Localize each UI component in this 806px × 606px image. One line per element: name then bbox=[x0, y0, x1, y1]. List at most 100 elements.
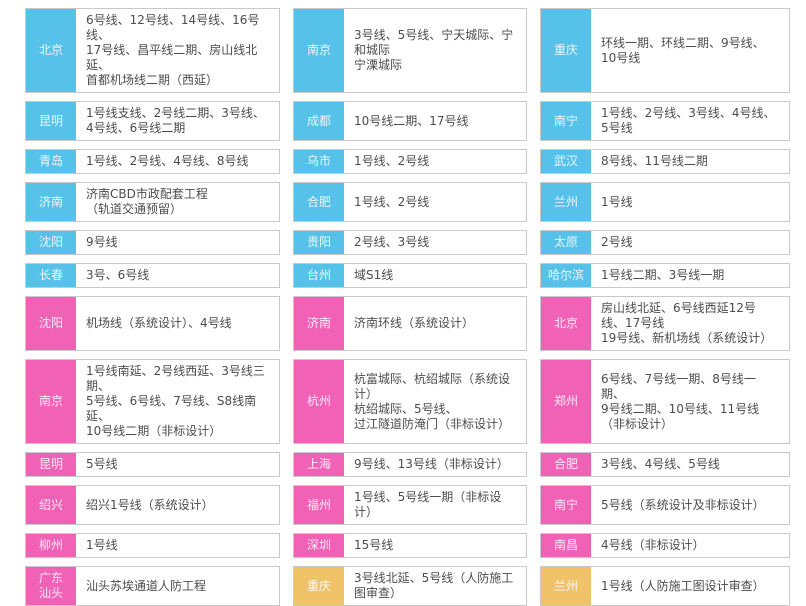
city-card-shenzhen-pink: 深圳 15号线 bbox=[293, 533, 527, 558]
city-lines: 1号线、5号线一期（非标设计） bbox=[354, 490, 502, 519]
city-card-lanzhou-yellow: 兰州 1号线（人防施工图设计审查） bbox=[540, 566, 790, 606]
city-card-hangzhou-pink: 杭州 杭富城际、杭绍城际（系统设计） 杭绍城际、5号线、 过江隧道防淹门（非标设计… bbox=[293, 359, 527, 444]
city-card-hefei-pink: 合肥 3号线、4号线、5号线 bbox=[540, 452, 790, 477]
city-lines: 3号线、5号线、宁天城际、宁和城际 宁溧城际 bbox=[354, 28, 514, 72]
city-lines: 汕头苏埃通道人防工程 bbox=[86, 578, 207, 593]
city-card-jinan-blue: 济南 济南CBD市政配套工程 （轨道交通预留） bbox=[25, 182, 280, 222]
city-label: 合肥 bbox=[294, 183, 344, 221]
city-lines: 4号线（非标设计） bbox=[601, 538, 705, 552]
city-lines: 8号线、11号线二期 bbox=[601, 154, 708, 168]
city-lines: 济南环线（系统设计） bbox=[354, 316, 475, 330]
city-card-nanjing-blue: 南京 3号线、5号线、宁天城际、宁和城际 宁溧城际 bbox=[293, 8, 527, 93]
city-label: 太原 bbox=[541, 231, 591, 254]
city-card-jinan-pink: 济南 济南环线（系统设计） bbox=[293, 296, 527, 351]
city-label: 合肥 bbox=[541, 453, 591, 476]
city-card-wuhan-blue: 武汉 8号线、11号线二期 bbox=[540, 149, 790, 174]
city-card-zhengzhou-pink: 郑州 6号线、7号线一期、8号线一期、 9号线二期、10号线、11号线 （非标设计… bbox=[540, 359, 790, 444]
city-card-chengdu-blue: 成都 10号线二期、17号线 bbox=[293, 101, 527, 141]
city-lines: 杭富城际、杭绍城际（系统设计） 杭绍城际、5号线、 过江隧道防淹门（非标设计） bbox=[354, 371, 511, 431]
city-lines: 9号线、13号线（非标设计） bbox=[354, 457, 509, 471]
city-card-taiyuan-blue: 太原 2号线 bbox=[540, 230, 790, 255]
city-label: 北京 bbox=[541, 297, 591, 350]
city-card-hefei-blue: 合肥 1号线、2号线 bbox=[293, 182, 527, 222]
city-card-taizhou-blue: 台州 域S1线 bbox=[293, 263, 527, 288]
city-card-lanzhou-blue: 兰州 1号线 bbox=[540, 182, 790, 222]
city-lines: 1号线、2号线 bbox=[354, 194, 430, 209]
city-lines: 1号线、2号线、3号线、4号线、5号线 bbox=[601, 106, 776, 135]
city-lines: 1号线（人防施工图设计审查） bbox=[601, 578, 765, 593]
city-label: 长春 bbox=[26, 264, 76, 287]
city-label: 南宁 bbox=[541, 102, 591, 140]
city-label: 南昌 bbox=[541, 534, 591, 557]
city-label: 柳州 bbox=[26, 534, 76, 557]
city-card-nanning-pink: 南宁 5号线（系统设计及非标设计） bbox=[540, 485, 790, 525]
city-label: 杭州 bbox=[294, 360, 344, 443]
city-card-nanchang-pink: 南昌 4号线（非标设计） bbox=[540, 533, 790, 558]
city-card-guangdong-shantou-pink: 广东 汕头 汕头苏埃通道人防工程 bbox=[25, 566, 280, 606]
city-label: 福州 bbox=[294, 486, 344, 524]
city-label: 重庆 bbox=[541, 9, 591, 92]
city-card-guiyang-blue: 贵阳 2号线、3号线 bbox=[293, 230, 527, 255]
city-card-shenyang-pink: 沈阳 机场线（系统设计）、4号线 bbox=[25, 296, 280, 351]
city-lines: 2号线、3号线 bbox=[354, 235, 430, 249]
city-label: 兰州 bbox=[541, 183, 591, 221]
city-card-shenyang-blue: 沈阳 9号线 bbox=[25, 230, 280, 255]
city-lines: 1号线 bbox=[601, 194, 633, 209]
city-card-qingdao-blue: 青岛 1号线、2号线、4号线、8号线 bbox=[25, 149, 280, 174]
city-card-nanjing-pink: 南京 1号线南延、2号线西延、3号线三期、 5号线、6号线、7号线、S8线南延、 … bbox=[25, 359, 280, 444]
city-label: 昆明 bbox=[26, 453, 76, 476]
city-card-chongqing-blue: 重庆 环线一期、环线二期、9号线、 10号线 bbox=[540, 8, 790, 93]
city-label: 南京 bbox=[26, 360, 76, 443]
city-label: 贵阳 bbox=[294, 231, 344, 254]
city-label: 乌市 bbox=[294, 150, 344, 173]
projects-grid: 北京 6号线、12号线、14号线、16号线、 17号线、昌平线二期、房山线北延、 … bbox=[25, 8, 790, 606]
city-lines: 5号线（系统设计及非标设计） bbox=[601, 497, 765, 512]
city-label: 成都 bbox=[294, 102, 344, 140]
city-label: 沈阳 bbox=[26, 297, 76, 350]
city-label: 深圳 bbox=[294, 534, 344, 557]
city-lines: 域S1线 bbox=[354, 268, 394, 282]
city-label: 郑州 bbox=[541, 360, 591, 443]
city-lines: 10号线二期、17号线 bbox=[354, 113, 469, 128]
city-label: 广东 汕头 bbox=[26, 567, 76, 605]
city-card-nanning-blue: 南宁 1号线、2号线、3号线、4号线、5号线 bbox=[540, 101, 790, 141]
city-card-kunming-blue: 昆明 1号线支线、2号线二期、3号线、 4号线、6号线二期 bbox=[25, 101, 280, 141]
city-lines: 9号线 bbox=[86, 235, 118, 249]
city-label: 哈尔滨 bbox=[541, 264, 591, 287]
city-lines: 1号线二期、3号线一期 bbox=[601, 268, 725, 282]
city-label: 上海 bbox=[294, 453, 344, 476]
city-card-fuzhou-pink: 福州 1号线、5号线一期（非标设计） bbox=[293, 485, 527, 525]
city-lines: 房山线北延、6号线西延12号线、17号线 19号线、新机场线（系统设计） bbox=[601, 301, 773, 345]
city-label: 沈阳 bbox=[26, 231, 76, 254]
city-lines: 机场线（系统设计）、4号线 bbox=[86, 316, 232, 330]
city-label: 南京 bbox=[294, 9, 344, 92]
city-label: 昆明 bbox=[26, 102, 76, 140]
city-card-kunming-pink: 昆明 5号线 bbox=[25, 452, 280, 477]
city-lines: 济南CBD市政配套工程 （轨道交通预留） bbox=[86, 187, 208, 216]
city-label: 济南 bbox=[26, 183, 76, 221]
city-label: 武汉 bbox=[541, 150, 591, 173]
city-card-shanghai-pink: 上海 9号线、13号线（非标设计） bbox=[293, 452, 527, 477]
city-lines: 1号线 bbox=[86, 538, 118, 552]
city-lines: 2号线 bbox=[601, 235, 633, 249]
city-card-shaoxing-pink: 绍兴 绍兴1号线（系统设计） bbox=[25, 485, 280, 525]
city-lines: 1号线支线、2号线二期、3号线、 4号线、6号线二期 bbox=[86, 106, 265, 135]
city-lines: 绍兴1号线（系统设计） bbox=[86, 497, 214, 512]
city-label: 台州 bbox=[294, 264, 344, 287]
city-label: 南宁 bbox=[541, 486, 591, 524]
city-card-beijing-blue: 北京 6号线、12号线、14号线、16号线、 17号线、昌平线二期、房山线北延、 … bbox=[25, 8, 280, 93]
city-lines: 环线一期、环线二期、9号线、 10号线 bbox=[601, 35, 765, 65]
city-card-liuzhou-pink: 柳州 1号线 bbox=[25, 533, 280, 558]
city-lines: 1号线、2号线、4号线、8号线 bbox=[86, 154, 249, 168]
city-card-harbin-blue: 哈尔滨 1号线二期、3号线一期 bbox=[540, 263, 790, 288]
city-label: 重庆 bbox=[294, 567, 344, 605]
city-lines: 3号、6号线 bbox=[86, 268, 150, 282]
city-lines: 6号线、12号线、14号线、16号线、 17号线、昌平线二期、房山线北延、 首都… bbox=[86, 13, 260, 87]
city-label: 兰州 bbox=[541, 567, 591, 605]
city-card-chongqing-yellow: 重庆 3号线北延、5号线（人防施工图审查） bbox=[293, 566, 527, 606]
city-label: 北京 bbox=[26, 9, 76, 92]
city-lines: 1号线南延、2号线西延、3号线三期、 5号线、6号线、7号线、S8线南延、 10… bbox=[86, 364, 265, 438]
city-card-wushi-blue: 乌市 1号线、2号线 bbox=[293, 149, 527, 174]
city-lines: 3号线、4号线、5号线 bbox=[601, 457, 720, 471]
city-label: 青岛 bbox=[26, 150, 76, 173]
